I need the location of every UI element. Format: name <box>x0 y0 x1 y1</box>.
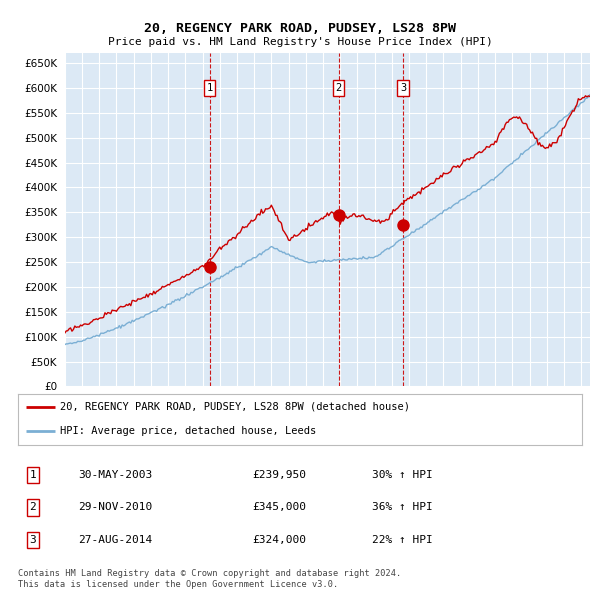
Text: 20, REGENCY PARK ROAD, PUDSEY, LS28 8PW: 20, REGENCY PARK ROAD, PUDSEY, LS28 8PW <box>144 22 456 35</box>
Text: £345,000: £345,000 <box>252 503 306 512</box>
Text: 29-NOV-2010: 29-NOV-2010 <box>78 503 152 512</box>
Text: 30% ↑ HPI: 30% ↑ HPI <box>372 470 433 480</box>
Text: 30-MAY-2003: 30-MAY-2003 <box>78 470 152 480</box>
Text: 2: 2 <box>29 503 37 512</box>
Text: Contains HM Land Registry data © Crown copyright and database right 2024.: Contains HM Land Registry data © Crown c… <box>18 569 401 578</box>
Text: 1: 1 <box>29 470 37 480</box>
Text: 3: 3 <box>400 83 406 93</box>
Text: Price paid vs. HM Land Registry's House Price Index (HPI): Price paid vs. HM Land Registry's House … <box>107 37 493 47</box>
Text: 22% ↑ HPI: 22% ↑ HPI <box>372 535 433 545</box>
Text: 1: 1 <box>206 83 212 93</box>
Text: 36% ↑ HPI: 36% ↑ HPI <box>372 503 433 512</box>
Text: 2: 2 <box>335 83 342 93</box>
Text: 3: 3 <box>29 535 37 545</box>
Text: HPI: Average price, detached house, Leeds: HPI: Average price, detached house, Leed… <box>60 426 317 436</box>
Text: 20, REGENCY PARK ROAD, PUDSEY, LS28 8PW (detached house): 20, REGENCY PARK ROAD, PUDSEY, LS28 8PW … <box>60 402 410 411</box>
Text: £324,000: £324,000 <box>252 535 306 545</box>
Text: £239,950: £239,950 <box>252 470 306 480</box>
Text: This data is licensed under the Open Government Licence v3.0.: This data is licensed under the Open Gov… <box>18 579 338 589</box>
Text: 27-AUG-2014: 27-AUG-2014 <box>78 535 152 545</box>
